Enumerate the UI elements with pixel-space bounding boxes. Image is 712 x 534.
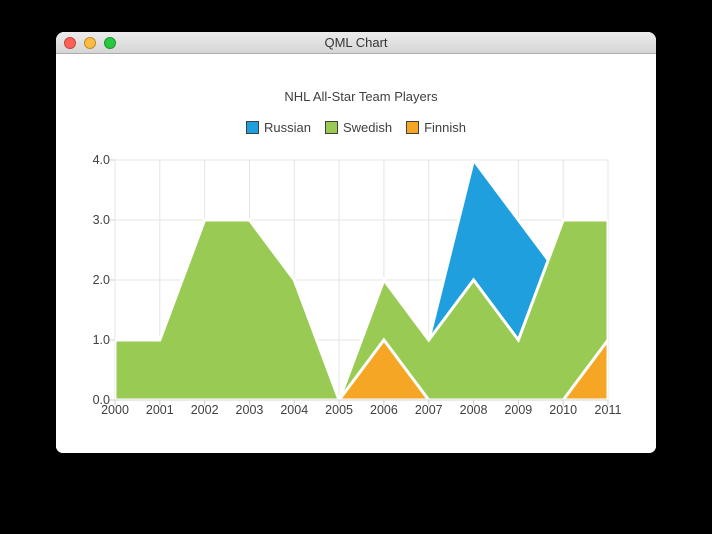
x-axis-tick-label: 2005	[325, 403, 353, 417]
area-series-swedish	[115, 218, 608, 400]
x-axis-tick-label: 2008	[459, 403, 488, 417]
y-axis-tick-label: 0.0	[92, 393, 110, 407]
x-axis-tick-label: 2009	[504, 403, 533, 417]
legend-marker-swedish	[324, 121, 338, 134]
y-axis-tick-label: 1.0	[92, 333, 110, 347]
legend-item-swedish: Swedish	[318, 120, 399, 135]
x-axis-tick-label: 2000	[101, 403, 129, 417]
close-button[interactable]	[64, 37, 76, 49]
x-axis-tick-label: 2003	[235, 403, 264, 417]
x-axis-tick-label: 2006	[370, 403, 398, 417]
y-axis-tick-label: 3.0	[92, 213, 110, 227]
window-title: QML Chart	[324, 35, 388, 50]
legend-label: Swedish	[342, 120, 393, 135]
legend-marker-russian	[245, 121, 259, 134]
chart-title: NHL All-Star Team Players	[284, 89, 438, 104]
qml-chart-window: NHL All-Star Team Players Russian Swedish…	[56, 32, 656, 453]
zoom-button[interactable]	[104, 37, 116, 49]
x-axis-tick-label: 2007	[414, 403, 443, 417]
chart-view: NHL All-Star Team Players Russian Swedish…	[56, 54, 656, 453]
legend-label: Finnish	[424, 120, 467, 135]
traffic-lights	[64, 37, 116, 49]
legend-item-russian: Russian	[239, 120, 318, 135]
chart-legend: Russian Swedish Finnish	[56, 120, 656, 135]
x-axis-tick-label: 2002	[190, 403, 219, 417]
x-axis-tick-label: 2001	[145, 403, 174, 417]
x-axis-tick-label: 2004	[280, 403, 309, 417]
x-axis-tick-label: 2011	[594, 403, 622, 417]
window-titlebar[interactable]: QML Chart	[56, 32, 656, 54]
area-series-finnish	[115, 337, 608, 400]
minimize-button[interactable]	[84, 37, 96, 49]
x-axis-tick-label: 2010	[549, 403, 578, 417]
legend-label: Russian	[263, 120, 311, 135]
y-axis-tick-label: 4.0	[92, 153, 110, 167]
area-chart-plot	[109, 159, 609, 406]
legend-item-finnish: Finnish	[399, 120, 473, 135]
y-axis-tick-label: 2.0	[92, 273, 110, 287]
legend-marker-finnish	[406, 121, 420, 134]
